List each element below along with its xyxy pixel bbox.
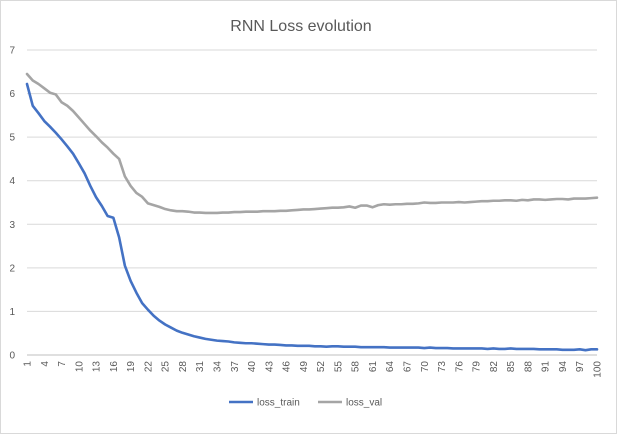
y-tick-label: 1 [9, 307, 15, 318]
x-tick-label: 1 [23, 361, 34, 367]
y-tick-label: 3 [9, 220, 15, 231]
x-tick-label: 22 [143, 361, 154, 373]
x-tick-label: 61 [368, 361, 379, 373]
x-tick-label: 67 [403, 361, 414, 373]
y-tick-label: 7 [9, 46, 15, 57]
series-line-loss-val [25, 72, 599, 215]
x-tick-label: 31 [195, 361, 206, 373]
x-tick-label: 49 [299, 361, 310, 373]
legend-label-loss-train: loss_train [257, 398, 300, 409]
x-tick-label: 40 [247, 361, 258, 373]
x-tick-label: 70 [420, 361, 431, 373]
x-tick-label: 55 [333, 361, 344, 373]
x-tick-label: 34 [213, 361, 224, 373]
x-axis-tick-labels: 1 4 7 10 13 16 19 22 25 28 31 34 37 40 43 46 49 52 55 58 61 6… [23, 361, 604, 378]
y-tick-label: 6 [9, 89, 15, 100]
x-tick-label: 4 [40, 361, 51, 367]
x-tick-label: 88 [523, 361, 534, 373]
x-tick-label: 79 [472, 361, 483, 373]
x-tick-label: 58 [351, 361, 362, 373]
x-tick-label: 52 [316, 361, 327, 373]
y-tick-label: 0 [9, 351, 15, 362]
x-tick-label: 46 [282, 361, 293, 373]
x-tick-label: 10 [74, 361, 85, 373]
series-line-loss-train [25, 82, 599, 352]
x-tick-label: 28 [178, 361, 189, 373]
gridlines [27, 49, 597, 312]
x-tick-label: 7 [57, 361, 68, 367]
x-tick-label: 16 [109, 361, 120, 373]
y-tick-label: 2 [9, 263, 15, 274]
x-tick-label: 82 [489, 361, 500, 373]
x-tick-label: 43 [264, 361, 275, 373]
legend-label-loss-val: loss_val [346, 398, 382, 409]
x-tick-label: 25 [161, 361, 172, 373]
y-tick-label: 5 [9, 133, 15, 144]
x-tick-label: 37 [230, 361, 241, 373]
x-tick-label: 13 [92, 361, 103, 373]
series-lines [25, 72, 599, 352]
x-tick-label: 100 [593, 361, 604, 378]
x-tick-label: 19 [126, 361, 137, 373]
x-tick-label: 73 [437, 361, 448, 373]
y-axis-tick-labels: 0 1 2 3 4 5 6 7 [9, 46, 15, 362]
x-tick-label: 85 [506, 361, 517, 373]
x-tick-label: 76 [454, 361, 465, 373]
y-tick-label: 4 [9, 176, 15, 187]
chart-title: RNN Loss evolution [230, 18, 371, 35]
x-tick-label: 91 [541, 361, 552, 373]
x-tick-label: 97 [575, 361, 586, 373]
x-tick-label: 94 [558, 361, 569, 373]
x-tick-label: 64 [385, 361, 396, 373]
legend: loss_train loss_val [229, 398, 382, 409]
